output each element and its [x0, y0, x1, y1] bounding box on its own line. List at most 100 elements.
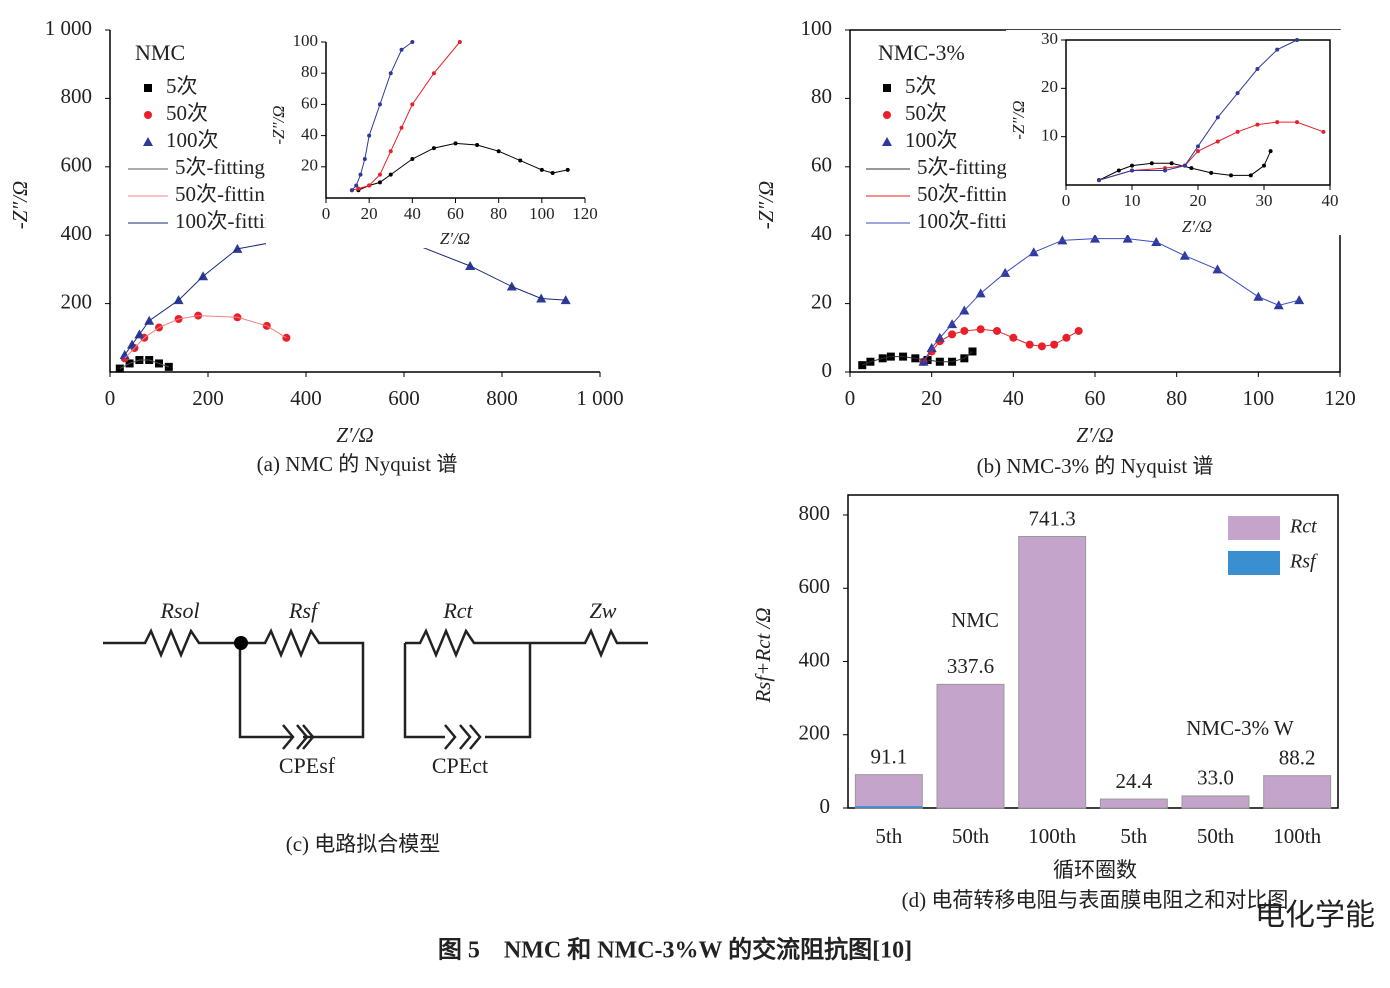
x-tick-label: 60	[447, 204, 464, 223]
value-label: 88.2	[1279, 746, 1316, 770]
marker	[1116, 168, 1121, 173]
legend-swatch	[143, 137, 153, 146]
y-axis-label: Rsf+Rct /Ω	[751, 607, 775, 703]
x-tick-label: 0	[322, 204, 331, 223]
marker	[377, 172, 382, 177]
circuit-wires	[103, 627, 365, 739]
marker	[356, 186, 361, 191]
junction	[234, 636, 248, 650]
legend-label: 100次	[166, 128, 219, 152]
y-tick-label: 0	[820, 794, 831, 818]
legend-swatch	[1228, 516, 1280, 540]
marker	[1262, 163, 1266, 168]
marker	[518, 158, 523, 163]
marker	[399, 125, 404, 130]
circuit-label: Zw	[590, 598, 617, 623]
panel-caption: (a) NMC 的 Nyquist 谱	[257, 452, 458, 476]
marker	[1196, 144, 1200, 149]
y-tick-label: 800	[61, 84, 93, 108]
watermark: 电化学能	[1255, 899, 1375, 932]
plot-frame	[847, 494, 1339, 809]
marker	[1235, 129, 1240, 134]
legend-label: 50次	[905, 101, 947, 125]
marker	[1255, 122, 1260, 127]
value-label: 741.3	[1029, 506, 1076, 530]
marker	[1209, 170, 1214, 175]
x-tick-label: 0	[1062, 191, 1071, 210]
series-line	[119, 359, 169, 370]
marker	[1215, 115, 1220, 120]
marker	[1229, 173, 1233, 178]
y-tick-label: 20	[811, 289, 832, 313]
legend-label: 50次-fitting	[175, 182, 276, 206]
marker	[349, 188, 354, 193]
y-tick-label: 400	[61, 221, 93, 245]
series-line	[923, 238, 1300, 362]
y-tick-label: 60	[301, 93, 318, 112]
marker	[457, 40, 462, 44]
legend-label: 50次	[166, 101, 208, 125]
cpe-symbol	[444, 724, 482, 750]
marker	[388, 71, 393, 76]
panel-caption: (c) 电路拟合模型	[286, 832, 441, 856]
panel-caption: (b) NMC-3% 的 Nyquist 谱	[977, 454, 1214, 478]
marker	[1130, 168, 1134, 173]
marker	[1130, 163, 1134, 168]
legend-label: 5次-fitting	[175, 155, 265, 179]
x-tick-label: 5th	[1120, 824, 1147, 848]
x-tick-label: 120	[572, 204, 598, 223]
y-tick-label: 10	[1041, 126, 1058, 145]
bar	[1181, 795, 1250, 809]
x-axis-label: Z′/Ω	[1182, 217, 1212, 236]
y-axis-label: -Z″/Ω	[1009, 100, 1028, 139]
y-tick-label: 80	[301, 62, 318, 81]
x-tick-label: 600	[388, 386, 420, 410]
x-tick-label: 60	[1085, 386, 1106, 410]
legend-label: 50次-fitting	[917, 182, 1018, 206]
cpe-symbol	[282, 724, 315, 750]
figure-caption: 图 5 NMC 和 NMC-3%W 的交流阻抗图[10]	[438, 936, 912, 964]
marker	[354, 183, 359, 188]
marker	[362, 157, 367, 161]
marker	[377, 180, 382, 185]
x-tick-label: 80	[490, 204, 507, 223]
legend-swatch	[883, 84, 891, 92]
marker	[388, 149, 393, 154]
x-tick-label: 100th	[1028, 824, 1076, 848]
marker	[1248, 173, 1253, 178]
x-axis-label: Z′/Ω	[336, 423, 373, 447]
y-tick-label: 0	[822, 358, 833, 382]
x-tick-label: 100	[1243, 386, 1275, 410]
circuit-label: Rct	[442, 598, 473, 623]
x-tick-label: 0	[845, 386, 856, 410]
legend-label: Rsf	[1289, 551, 1318, 573]
marker	[431, 146, 436, 151]
x-tick-label: 100th	[1273, 824, 1321, 848]
legend-title: NMC	[135, 40, 185, 65]
bar	[936, 683, 1005, 809]
x-tick-label: 50th	[1197, 824, 1235, 848]
y-tick-label: 40	[811, 221, 832, 245]
x-tick-label: 120	[1324, 386, 1356, 410]
value-label: 33.0	[1197, 766, 1234, 790]
marker	[1275, 120, 1280, 125]
bar	[854, 774, 923, 809]
x-tick-label: 5th	[875, 824, 902, 848]
marker	[1215, 139, 1220, 144]
y-tick-label: 800	[799, 501, 831, 525]
y-tick-label: 600	[799, 574, 831, 598]
y-tick-label: 40	[301, 125, 318, 144]
annotation: NMC-3% W	[1186, 716, 1294, 740]
x-tick-label: 20	[921, 386, 942, 410]
marker	[1189, 166, 1194, 171]
x-tick-label: 10	[1124, 191, 1141, 210]
inset-background	[266, 32, 600, 248]
circuit-wires-2	[403, 627, 648, 739]
marker	[367, 183, 372, 188]
marker	[1268, 149, 1273, 154]
x-axis-label: Z′/Ω	[1076, 423, 1113, 447]
circuit-label: Rsol	[159, 598, 199, 623]
legend-swatch	[144, 111, 152, 119]
y-tick-label: 100	[293, 31, 319, 50]
